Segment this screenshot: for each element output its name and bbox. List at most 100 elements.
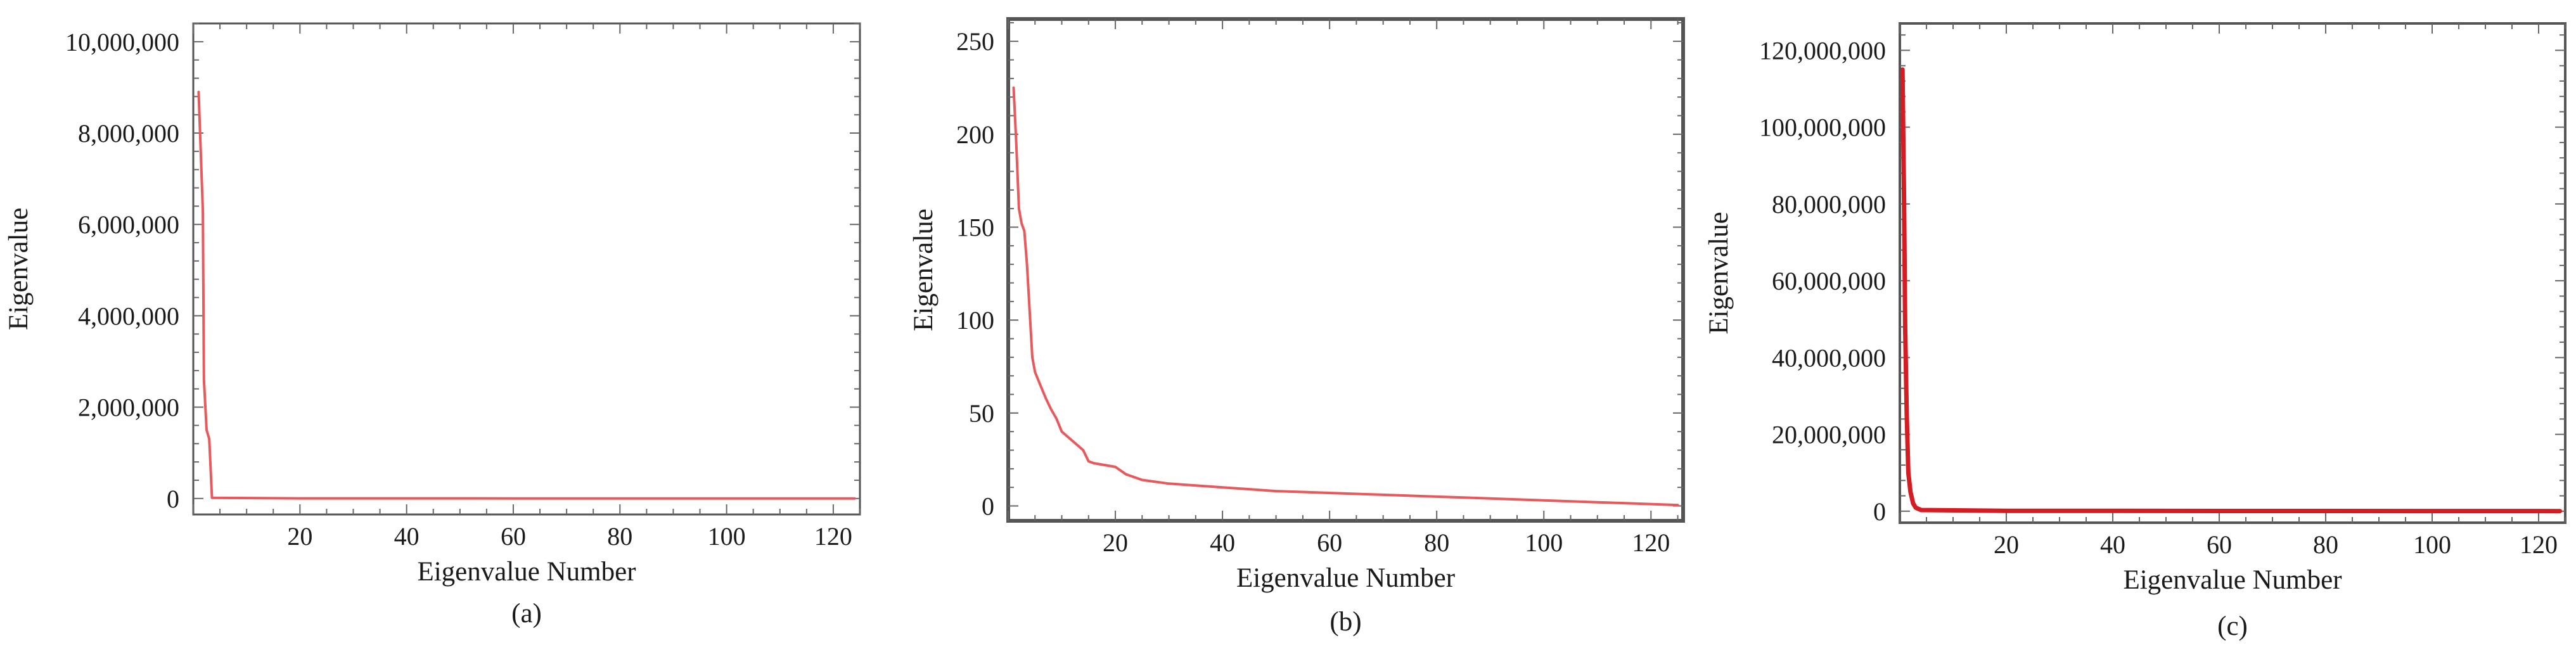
x-tick-label: 120 xyxy=(2520,530,2558,559)
data-point xyxy=(2432,510,2433,512)
x-axis-title: Eigenvalue Number xyxy=(1236,563,1455,593)
eigenvalue-series-line xyxy=(197,91,856,500)
data-point xyxy=(2006,510,2008,512)
data-point xyxy=(1904,326,1906,328)
x-tick-label: 100 xyxy=(708,522,746,551)
data-point xyxy=(1021,222,1023,224)
data-point xyxy=(1302,491,1304,493)
data-point xyxy=(1355,493,1357,495)
y-tick-label: 6,000,000 xyxy=(78,210,179,239)
eigenvalue-series-line xyxy=(1900,67,2563,514)
chart-panel-a: 20 40 60 80 100 120 0 2,000,000 4,000,000 6,000,0… xyxy=(4,22,861,629)
data-point xyxy=(1222,487,1224,488)
data-point xyxy=(206,429,208,431)
y-axis-title: Eigenvalue xyxy=(1704,212,1734,334)
data-point xyxy=(1026,264,1028,265)
data-point xyxy=(1013,87,1015,89)
x-axis-title: Eigenvalue Number xyxy=(2123,565,2342,595)
data-point xyxy=(1028,310,1030,312)
panel-caption: (b) xyxy=(1330,607,1361,637)
data-point xyxy=(854,497,855,499)
x-tick-label: 100 xyxy=(1525,528,1563,557)
x-tick-label: 120 xyxy=(814,522,852,551)
data-point xyxy=(1015,143,1017,144)
data-point xyxy=(1329,492,1331,494)
data-point xyxy=(1920,509,1922,511)
data-point xyxy=(1906,414,1907,416)
data-point xyxy=(619,497,621,499)
data-point xyxy=(1915,507,1917,509)
data-point xyxy=(1902,68,1904,70)
data-point xyxy=(2112,510,2114,512)
chart-panel-c: 20 40 60 80 100 120 0 20,000,000 40,000,000 60,00… xyxy=(1704,22,2566,641)
data-point xyxy=(1050,409,1052,411)
y-tick-label: 0 xyxy=(1873,497,1886,526)
y-tick-label: 50 xyxy=(969,399,994,428)
x-tick-label: 80 xyxy=(2313,530,2338,559)
panel-caption: (c) xyxy=(2217,611,2248,641)
data-point xyxy=(1039,384,1041,386)
x-tick-label: 20 xyxy=(1994,530,2019,559)
data-point xyxy=(1032,356,1034,358)
data-point xyxy=(1677,504,1679,506)
data-point xyxy=(1023,230,1025,232)
data-point xyxy=(1596,501,1598,503)
panel-caption: (a) xyxy=(511,599,542,629)
y-tick-label: 40,000,000 xyxy=(1772,343,1886,372)
data-point xyxy=(1045,397,1047,399)
plot-area xyxy=(1899,22,2566,524)
data-point xyxy=(1382,494,1384,495)
data-point xyxy=(202,210,204,212)
data-point xyxy=(299,497,301,499)
data-point xyxy=(1543,499,1545,501)
y-tick-label: 100,000,000 xyxy=(1759,113,1886,142)
x-tick-label: 120 xyxy=(1632,528,1670,557)
data-point xyxy=(211,497,213,499)
y-tick-label: 100 xyxy=(956,306,994,335)
data-point xyxy=(1248,488,1250,490)
y-tick-label: 8,000,000 xyxy=(78,119,179,148)
x-tick-label: 60 xyxy=(1317,528,1342,557)
data-point xyxy=(1909,491,1911,493)
plot-area xyxy=(192,22,861,516)
x-tick-label: 60 xyxy=(501,522,526,551)
y-tick-label: 80,000,000 xyxy=(1772,190,1886,219)
data-point xyxy=(2559,510,2561,512)
y-tick-label: 10,000,000 xyxy=(65,28,179,56)
y-tick-label: 4,000,000 xyxy=(78,302,179,330)
data-point xyxy=(1072,440,1073,442)
data-point xyxy=(406,497,407,499)
data-point xyxy=(1913,502,1914,504)
data-point xyxy=(2219,510,2220,512)
data-point xyxy=(2538,510,2540,512)
y-tick-label: 200 xyxy=(956,120,994,149)
data-point xyxy=(1489,497,1491,499)
data-point xyxy=(512,497,514,499)
data-point xyxy=(1409,495,1411,497)
data-point xyxy=(726,497,727,499)
data-point xyxy=(1087,461,1089,463)
x-tick-label: 20 xyxy=(1103,528,1128,557)
y-axis-title: Eigenvalue xyxy=(4,208,34,330)
y-tick-label: 0 xyxy=(982,492,994,521)
x-tick-label: 60 xyxy=(2207,530,2232,559)
data-point xyxy=(2325,510,2327,512)
data-point xyxy=(1570,501,1572,502)
y-tick-label: 60,000,000 xyxy=(1772,267,1886,295)
plot-area xyxy=(1006,17,1685,523)
data-point xyxy=(1168,483,1170,485)
data-point xyxy=(1650,503,1652,505)
data-point xyxy=(1516,499,1518,501)
data-point xyxy=(1907,472,1909,474)
data-point xyxy=(208,438,210,440)
y-tick-label: 150 xyxy=(956,214,994,242)
data-point xyxy=(1056,418,1058,419)
x-tick-label: 40 xyxy=(394,522,420,551)
data-point xyxy=(1104,464,1106,466)
y-tick-label: 2,000,000 xyxy=(78,393,179,422)
y-tick-label: 120,000,000 xyxy=(1759,36,1886,65)
x-tick-label: 80 xyxy=(607,522,632,551)
data-point xyxy=(1195,485,1196,487)
data-point xyxy=(198,91,200,93)
